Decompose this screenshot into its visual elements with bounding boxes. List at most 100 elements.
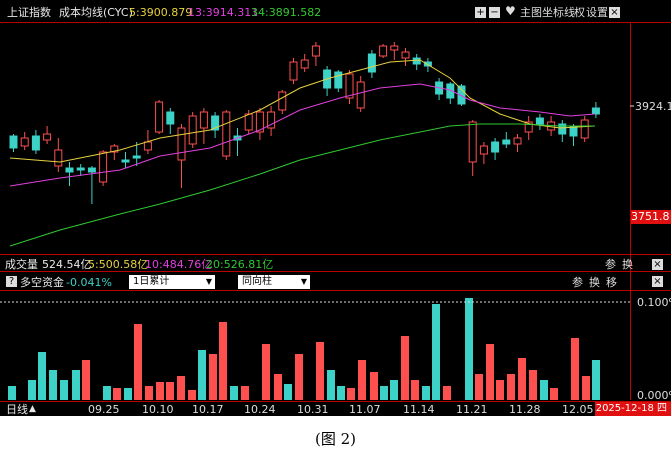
candle-body xyxy=(65,167,74,173)
zoom-out-icon[interactable]: − xyxy=(489,7,500,18)
candle-body xyxy=(491,141,500,153)
volume-ma20: 20:526.81亿 xyxy=(206,258,274,271)
fund-bar xyxy=(358,360,366,400)
candle-body xyxy=(468,121,477,163)
fund-bar xyxy=(486,344,494,400)
close-icon[interactable]: × xyxy=(609,7,620,18)
price-axis-lower-label: 3751.8 xyxy=(631,210,671,224)
volume-close-icon[interactable]: × xyxy=(652,259,663,270)
bar-mode-select[interactable]: 同向柱 ▼ xyxy=(238,275,310,289)
candle-body xyxy=(143,141,152,151)
volume-tool-param[interactable]: 参 xyxy=(605,258,616,271)
date-tick: 12.05 xyxy=(562,403,594,416)
candle-body xyxy=(20,137,29,147)
fund-bar xyxy=(274,374,282,400)
fund-bar xyxy=(230,386,238,400)
tool-main[interactable]: 主图 xyxy=(520,6,542,19)
dropdown-arrow-icon: ▼ xyxy=(300,277,307,286)
fund-axis-top-label: 0.100% xyxy=(637,296,671,309)
fund-bar xyxy=(145,386,153,400)
candle-body xyxy=(255,111,264,133)
fund-tool-param[interactable]: 参 xyxy=(572,276,583,289)
stock-chart-panel: 上证指数 成本均线(CYC) 5:3900.879 13:3914.311 34… xyxy=(0,0,671,416)
dropdown-arrow-icon: ▼ xyxy=(205,277,212,286)
fund-tool-move[interactable]: 移 xyxy=(606,276,617,289)
fund-bar xyxy=(507,374,515,400)
candle-body xyxy=(110,145,119,153)
fund-bar xyxy=(529,370,537,400)
fund-bar xyxy=(166,382,174,400)
candle-body xyxy=(278,91,287,111)
index-name[interactable]: 上证指数 xyxy=(7,6,51,19)
candle-body xyxy=(43,133,52,141)
date-tick: 10.10 xyxy=(142,403,174,416)
fund-bar xyxy=(370,372,378,400)
volume-bottom-border xyxy=(0,271,671,272)
fund-bar xyxy=(327,370,335,400)
candle-body xyxy=(87,167,96,173)
date-tick: 11.28 xyxy=(509,403,541,416)
tool-rights[interactable]: 权 xyxy=(574,6,585,19)
fund-bar xyxy=(496,380,504,400)
fund-bar xyxy=(592,360,600,400)
fund-bar xyxy=(38,352,46,400)
price-axis-divider xyxy=(630,22,631,400)
candle-body xyxy=(54,149,63,167)
date-tick: 10.31 xyxy=(297,403,329,416)
fund-bar xyxy=(540,380,548,400)
accumulate-select[interactable]: 1日累计 ▼ xyxy=(129,275,215,289)
period-arrow-icon[interactable]: ▲ xyxy=(29,404,36,414)
fund-bar xyxy=(8,386,16,400)
help-icon[interactable]: ? xyxy=(6,276,17,287)
chart-canvas[interactable] xyxy=(0,0,671,416)
candle-body xyxy=(289,61,298,81)
period-label[interactable]: 日线 xyxy=(6,403,28,416)
volume-ma5: 5:500.58亿 xyxy=(88,258,149,271)
bar-mode-select-value: 同向柱 xyxy=(242,276,272,287)
date-tick: 09.25 xyxy=(88,403,120,416)
ma13-value: 13:3914.311 xyxy=(188,6,259,19)
heart-icon[interactable]: ♥ xyxy=(505,4,516,18)
ma5-value: 5:3900.879 xyxy=(129,6,193,19)
volume-label: 成交量 xyxy=(5,258,38,271)
fund-bar xyxy=(103,386,111,400)
fund-bar xyxy=(411,380,419,400)
date-tick: 10.24 xyxy=(244,403,276,416)
fund-bar xyxy=(156,382,164,400)
candle-body xyxy=(31,135,40,151)
fund-bar xyxy=(241,386,249,400)
fund-close-icon[interactable]: × xyxy=(652,276,663,287)
fund-bar xyxy=(518,358,526,400)
fund-value: -0.041% xyxy=(66,276,112,289)
accumulate-select-value: 1日累计 xyxy=(133,276,170,287)
fund-bar xyxy=(380,386,388,400)
candle-body xyxy=(188,115,197,145)
fund-bar xyxy=(465,298,473,400)
candle-body xyxy=(76,167,85,171)
ma5-line xyxy=(9,59,596,163)
candle-body xyxy=(502,139,511,145)
candle-body xyxy=(311,45,320,57)
fund-bar xyxy=(337,386,345,400)
date-tick: 11.07 xyxy=(349,403,381,416)
candle-body xyxy=(155,101,164,133)
candle-body xyxy=(177,127,186,161)
candle-body xyxy=(244,113,253,131)
date-tick: 10.17 xyxy=(192,403,224,416)
volume-tool-switch[interactable]: 换 xyxy=(622,258,633,271)
zoom-in-icon[interactable]: + xyxy=(475,7,486,18)
fund-bar xyxy=(390,380,398,400)
price-chart-top-border xyxy=(0,22,671,23)
tool-axis[interactable]: 坐标线 xyxy=(542,6,575,19)
tool-settings[interactable]: 设置 xyxy=(586,6,608,19)
volume-total: 524.54亿 xyxy=(42,258,92,271)
fund-bar xyxy=(422,386,430,400)
indicator-name[interactable]: 成本均线(CYC) xyxy=(59,6,133,19)
candle-body xyxy=(367,53,376,73)
candle-body xyxy=(345,73,354,99)
candle-body xyxy=(446,83,455,99)
fund-tool-switch[interactable]: 换 xyxy=(589,276,600,289)
candle-body xyxy=(379,45,388,57)
fund-bar xyxy=(550,388,558,400)
ma34-value: 34:3891.582 xyxy=(251,6,322,19)
